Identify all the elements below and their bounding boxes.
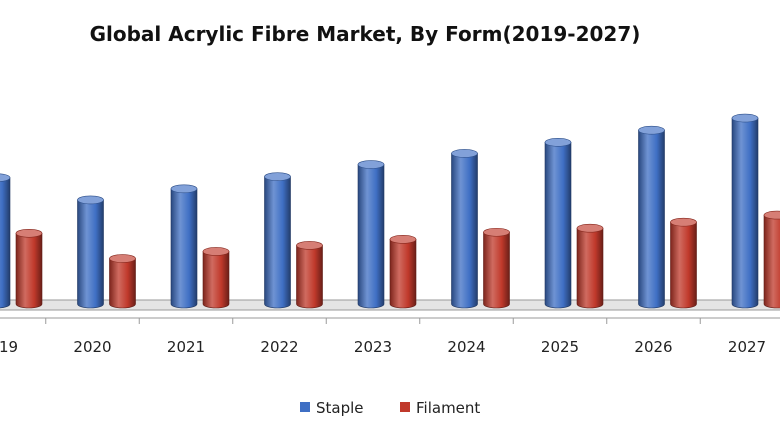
- legend-label: Staple: [316, 399, 364, 417]
- x-tick-label: 2025: [541, 338, 579, 356]
- legend: Staple Filament: [300, 399, 480, 417]
- bar-filament-2022: [296, 241, 323, 309]
- bar-staple-2021: [170, 184, 198, 309]
- bar-filament-2021: [202, 247, 230, 309]
- bar-filament-2019: [15, 228, 43, 309]
- x-tick-label: 2027: [728, 338, 766, 356]
- bar-filament-2025: [576, 223, 604, 309]
- x-tick-label: 2023: [354, 338, 392, 356]
- bar-staple-2020: [77, 195, 104, 309]
- bar-staple-2025: [544, 138, 572, 309]
- legend-item-filament: Filament: [400, 399, 480, 417]
- x-tick-label: 2021: [167, 338, 205, 356]
- x-tick-label: 2020: [73, 338, 111, 356]
- bar-staple-2022: [264, 172, 291, 309]
- x-tick-label: 2026: [634, 338, 672, 356]
- legend-label: Filament: [416, 399, 480, 417]
- legend-item-staple: Staple: [300, 399, 364, 417]
- legend-swatch: [300, 402, 310, 412]
- bars-group: [0, 113, 780, 309]
- bar-filament-2026: [670, 217, 697, 309]
- x-axis: 2019 2020 2021 2022 2023 2024 2025 2026 2027: [0, 318, 766, 356]
- x-tick-label: 2024: [447, 338, 485, 356]
- bar-staple-2027: [731, 113, 759, 309]
- bar-filament-2027: [763, 210, 780, 309]
- bar-filament-2024: [483, 227, 510, 309]
- bar-filament-2023: [389, 235, 417, 309]
- chart-title: Global Acrylic Fibre Market, By Form(201…: [89, 22, 641, 46]
- bar-staple-2019: [0, 173, 11, 309]
- bar-filament-2020: [109, 254, 136, 309]
- bar-staple-2024: [451, 149, 478, 309]
- x-tick-label: 2022: [260, 338, 298, 356]
- legend-swatch: [400, 402, 410, 412]
- x-tick-label: 2019: [0, 338, 18, 356]
- bar-staple-2026: [638, 125, 665, 309]
- bar-staple-2023: [357, 160, 385, 309]
